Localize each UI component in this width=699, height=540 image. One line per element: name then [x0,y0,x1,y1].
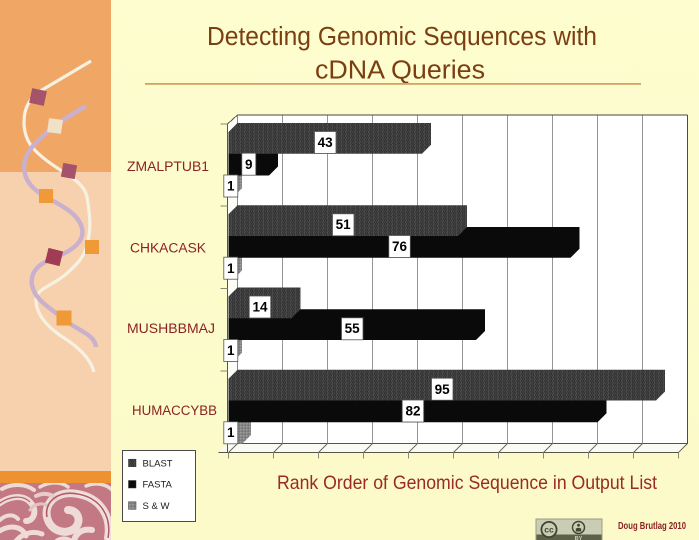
svg-text:BLAST: BLAST [143,458,173,469]
svg-text:cc: cc [544,525,554,535]
svg-text:ZMALPTUB1: ZMALPTUB1 [127,159,209,174]
svg-text:BY: BY [575,536,583,540]
svg-text:Rank Order of Genomic Sequence: Rank Order of Genomic Sequence in Output… [277,472,658,494]
svg-text:MUSHBBMAJ: MUSHBBMAJ [127,321,215,336]
svg-text:1: 1 [227,425,235,440]
svg-text:43: 43 [318,135,334,150]
svg-text:76: 76 [392,239,408,254]
svg-text:cDNA Queries: cDNA Queries [315,57,485,85]
svg-text:FASTA: FASTA [143,480,173,491]
svg-text:1: 1 [227,343,235,358]
svg-text:95: 95 [435,382,451,397]
svg-text:HUMACCYBB: HUMACCYBB [132,403,217,418]
svg-text:Detecting Genomic Sequences wi: Detecting Genomic Sequences with [207,23,597,51]
svg-text:51: 51 [336,217,352,232]
svg-text:55: 55 [345,321,361,336]
svg-text:1: 1 [227,261,235,276]
svg-text:82: 82 [405,404,420,419]
svg-text:S & W: S & W [143,501,170,512]
svg-text:14: 14 [252,300,268,315]
svg-text:CHKACASK: CHKACASK [130,241,206,256]
svg-text:9: 9 [245,157,253,172]
svg-text:Doug Brutlag 2010: Doug Brutlag 2010 [618,521,686,532]
svg-text:1: 1 [227,179,235,194]
